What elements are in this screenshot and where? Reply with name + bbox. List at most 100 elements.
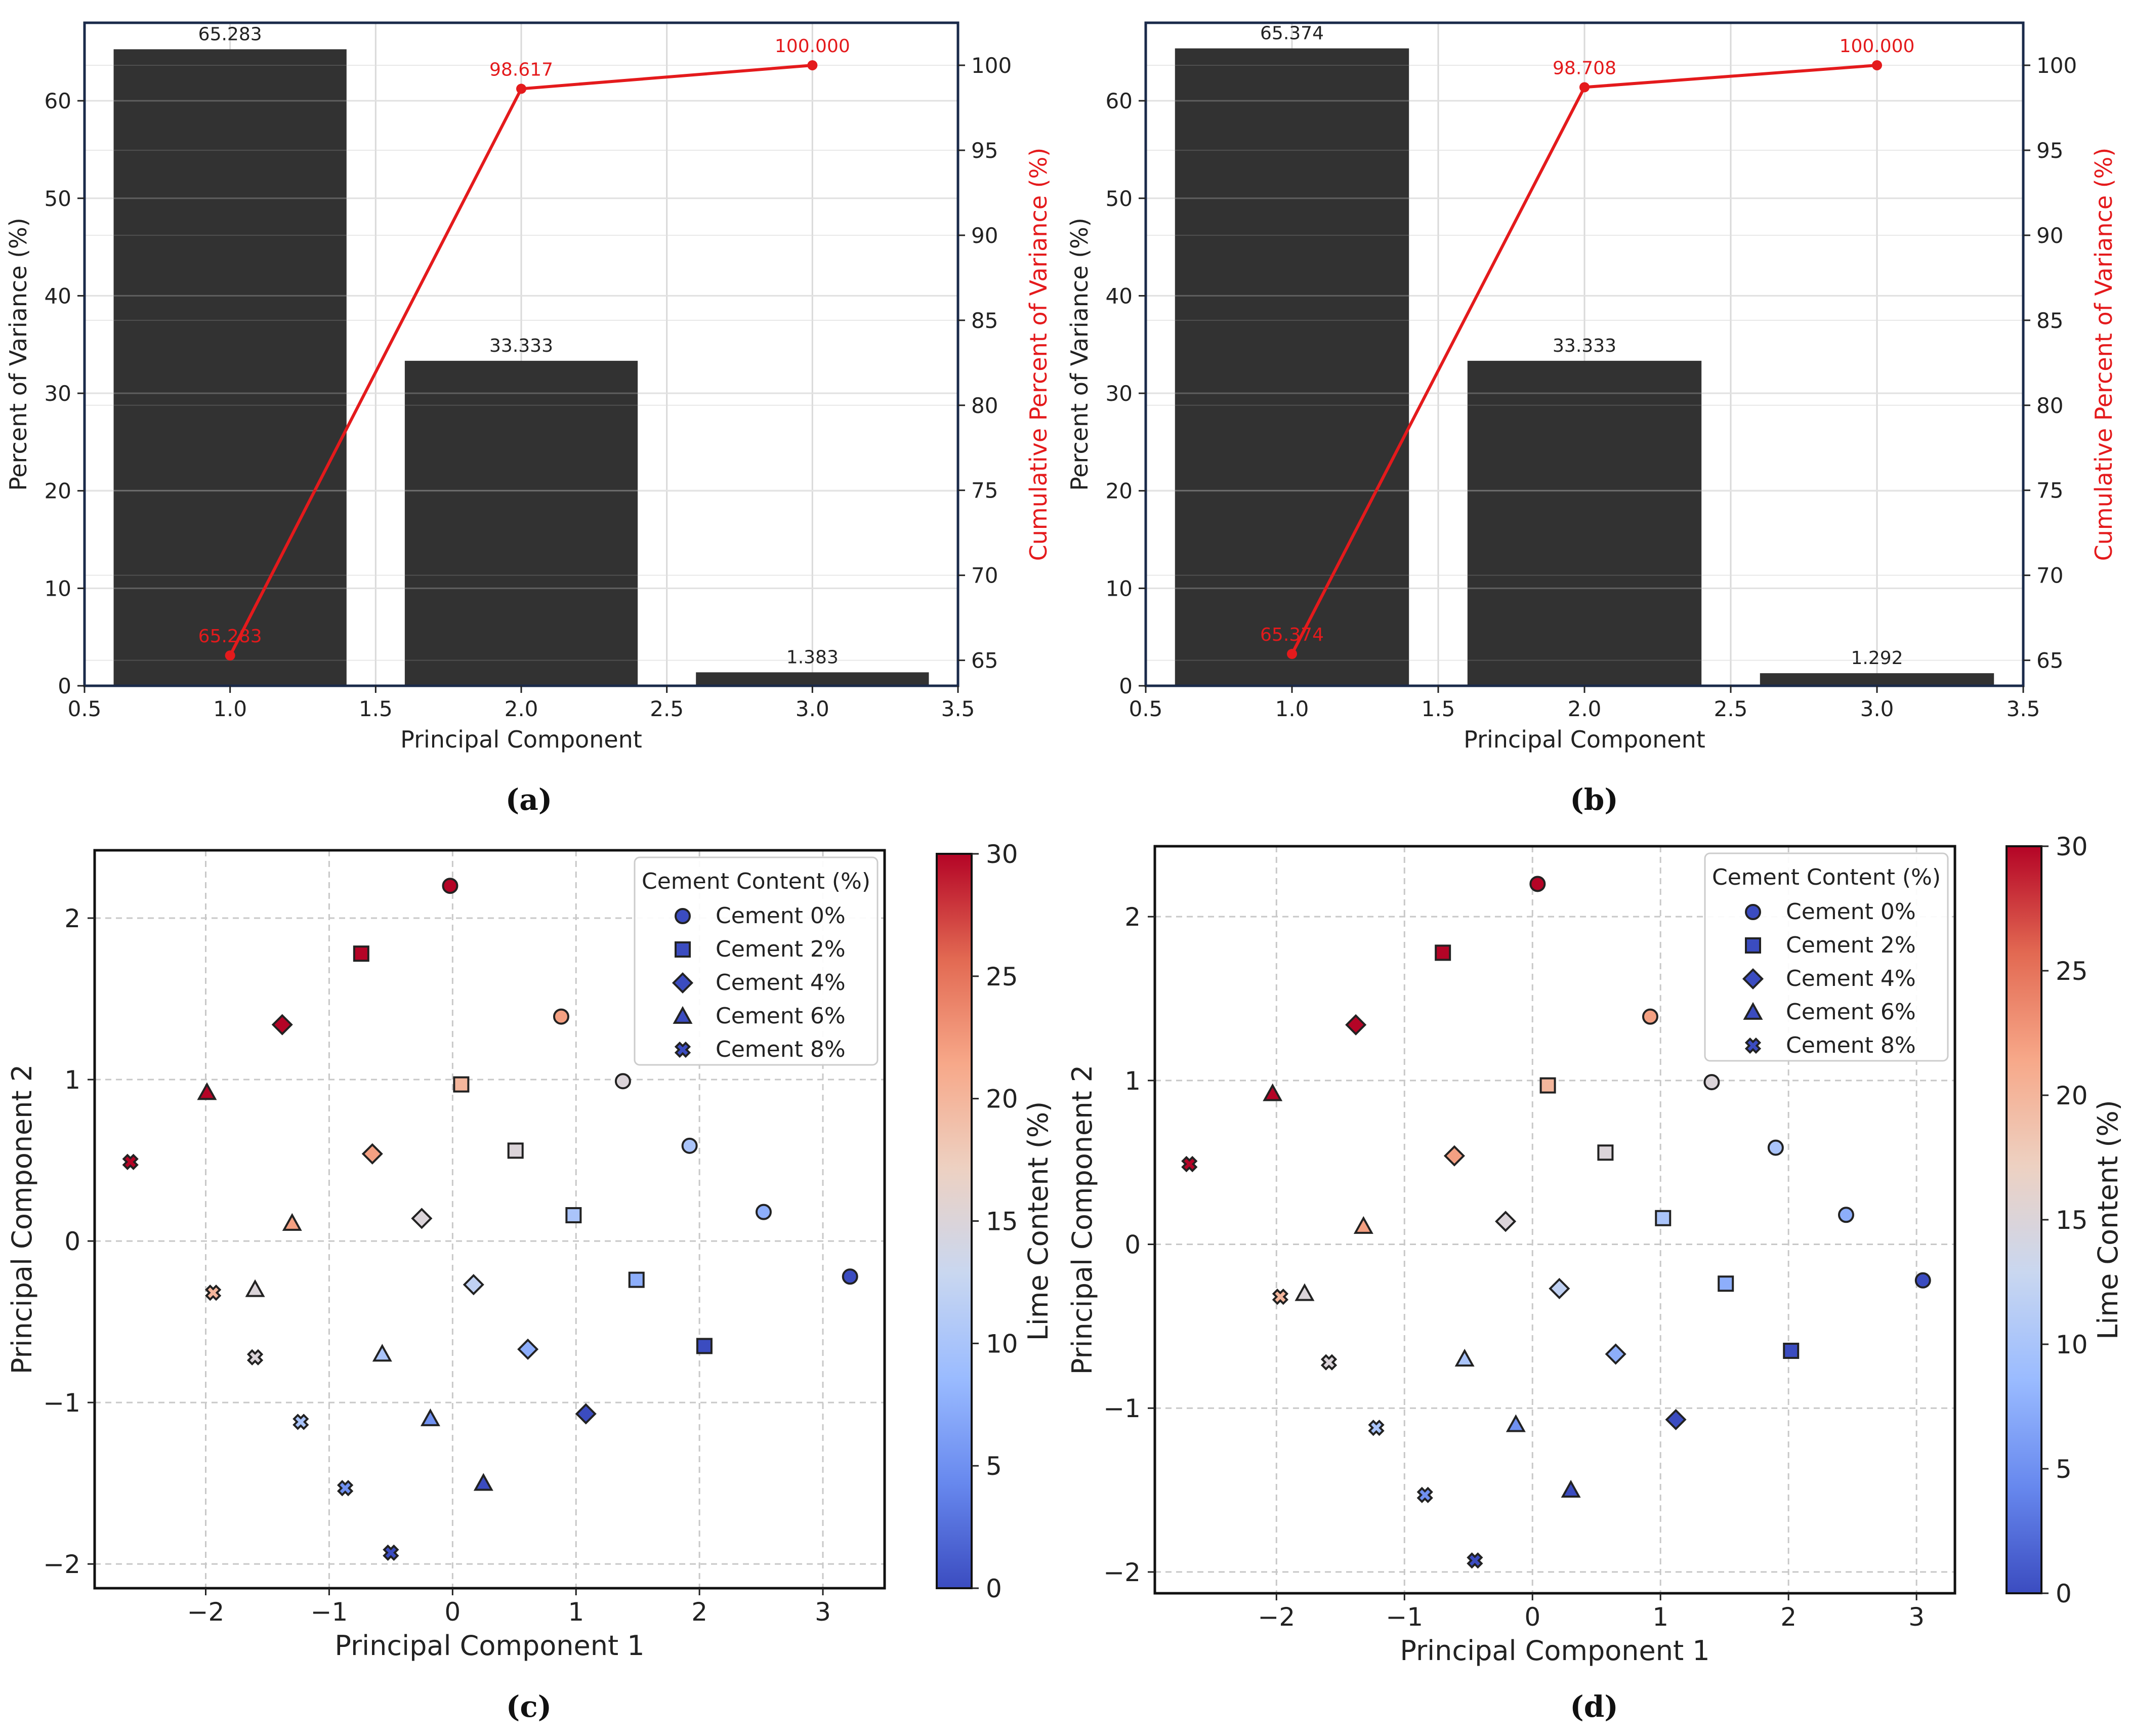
scatter-chart-c: −2 −1 0 1 2 3 −2 −1 0 1 2 Principal Component 1 Prin… bbox=[6, 840, 1054, 1724]
point-circle bbox=[1838, 1207, 1854, 1223]
y-tick-label: 2 bbox=[64, 904, 80, 933]
y-tick-label: 10 bbox=[45, 576, 71, 601]
point-circle bbox=[755, 1204, 772, 1220]
cumulative-point bbox=[1872, 60, 1882, 70]
y-tick-label: 60 bbox=[45, 89, 71, 113]
x-tick-label: 0.5 bbox=[1129, 696, 1163, 721]
legend-entry-label: Cement 8% bbox=[1786, 1032, 1916, 1058]
point-diamond bbox=[463, 1274, 484, 1296]
point-diamond bbox=[672, 972, 694, 994]
x-tick-label: −2 bbox=[187, 1597, 225, 1627]
y2-tick-label: 95 bbox=[971, 138, 998, 163]
x-axis-label: Principal Component 1 bbox=[335, 1630, 644, 1662]
point-triangle bbox=[245, 1279, 265, 1297]
point-square bbox=[453, 1076, 470, 1093]
y-tick-label: −2 bbox=[43, 1550, 80, 1579]
point-square bbox=[1718, 1275, 1734, 1292]
y-tick-label: 0 bbox=[1119, 674, 1133, 698]
legend-entry-label: Cement 4% bbox=[1786, 966, 1916, 991]
cumulative-point bbox=[225, 650, 235, 661]
x-tick-label: 2.5 bbox=[650, 696, 684, 721]
y-tick-label: 60 bbox=[1106, 89, 1133, 113]
legend-entry-label: Cement 0% bbox=[1786, 899, 1916, 925]
x-tick-label: 1 bbox=[568, 1597, 584, 1627]
y-tick-label: 20 bbox=[1106, 479, 1133, 504]
bar-chart-b: 65.374 33.333 1.292 65.374 98.708 100.000 0.5 1… bbox=[1066, 21, 2117, 817]
bar bbox=[404, 360, 638, 686]
legend-box bbox=[1704, 852, 1949, 1062]
cumulative-value-label: 65.374 bbox=[1260, 625, 1324, 645]
colorbar-gradient bbox=[2006, 845, 2042, 1594]
y-tick-label: 40 bbox=[1106, 283, 1133, 308]
point-x bbox=[1416, 1486, 1433, 1503]
y-tick-label: 2 bbox=[1124, 902, 1141, 932]
x-axis-label: Principal Component bbox=[1464, 726, 1705, 753]
point-triangle bbox=[372, 1344, 392, 1362]
cumulative-value-label: 98.617 bbox=[489, 59, 553, 80]
y2-tick-label: 65 bbox=[2036, 648, 2063, 673]
panel-label: (b) bbox=[1570, 782, 1618, 817]
point-triangle bbox=[1561, 1479, 1581, 1498]
x-tick-label: 2.0 bbox=[505, 696, 538, 721]
x-tick-label: 1.0 bbox=[1275, 696, 1309, 721]
colorbar-tick-label: 15 bbox=[986, 1207, 1018, 1236]
legend-entry-label: Cement 0% bbox=[716, 903, 846, 929]
x-tick-label: 1.5 bbox=[1422, 696, 1455, 721]
point-x bbox=[246, 1349, 264, 1366]
x-tick-label: 3 bbox=[1908, 1602, 1925, 1632]
point-square bbox=[353, 945, 369, 962]
point-diamond bbox=[1742, 968, 1764, 990]
bar-value-label: 1.383 bbox=[786, 647, 839, 668]
y2-tick-label: 80 bbox=[971, 393, 998, 418]
legend-entry-label: Cement 2% bbox=[1786, 932, 1916, 958]
cumulative-point bbox=[1579, 82, 1590, 93]
y-axis-label: Principal Component 2 bbox=[1066, 1065, 1098, 1375]
cumulative-value-label: 100.000 bbox=[775, 36, 850, 57]
plot-frame bbox=[1153, 845, 1956, 1595]
point-circle bbox=[1767, 1139, 1784, 1156]
point-x bbox=[1272, 1289, 1289, 1305]
point-diamond bbox=[575, 1403, 597, 1425]
point-square bbox=[1435, 944, 1451, 961]
y-tick-label: −2 bbox=[1103, 1558, 1141, 1587]
point-diamond bbox=[1443, 1145, 1465, 1167]
point-x bbox=[122, 1153, 139, 1170]
point-diamond bbox=[361, 1143, 383, 1165]
point-circle bbox=[614, 1073, 631, 1090]
bar-value-label: 1.292 bbox=[1851, 648, 1903, 669]
legend-title: Cement Content (%) bbox=[642, 869, 870, 894]
cumulative-point bbox=[807, 60, 818, 70]
x-tick-label: 3 bbox=[815, 1597, 831, 1627]
point-square bbox=[1783, 1342, 1800, 1359]
y-tick-label: 1 bbox=[1124, 1066, 1141, 1096]
cumulative-value-label: 65.283 bbox=[198, 626, 262, 647]
x-tick-label: 0 bbox=[1524, 1602, 1540, 1632]
point-x bbox=[1744, 1037, 1762, 1054]
panel-label: (a) bbox=[506, 782, 552, 817]
bar-value-label: 65.283 bbox=[198, 24, 262, 45]
colorbar-tick-label: 30 bbox=[2056, 832, 2088, 861]
point-triangle bbox=[1263, 1083, 1283, 1101]
colorbar-tick-label: 5 bbox=[2056, 1455, 2072, 1484]
bar bbox=[1760, 673, 1994, 686]
colorbar-label: Lime Content (%) bbox=[2092, 1100, 2124, 1339]
point-square bbox=[507, 1142, 524, 1159]
bar bbox=[696, 672, 929, 686]
x-tick-label: −2 bbox=[1258, 1602, 1295, 1632]
y-tick-label: 20 bbox=[45, 479, 71, 504]
legend-entry-label: Cement 4% bbox=[716, 970, 846, 996]
point-square bbox=[1597, 1144, 1614, 1161]
bar-value-label: 33.333 bbox=[1553, 336, 1616, 356]
legend-box bbox=[634, 856, 879, 1066]
x-tick-label: 1.0 bbox=[213, 696, 247, 721]
point-triangle bbox=[1353, 1216, 1373, 1234]
point-square bbox=[675, 941, 691, 958]
x-tick-label: 2 bbox=[691, 1597, 707, 1627]
y2-tick-label: 70 bbox=[2036, 563, 2063, 588]
point-diamond bbox=[1605, 1343, 1626, 1365]
point-x bbox=[1467, 1552, 1483, 1569]
y-tick-label: 30 bbox=[45, 381, 71, 406]
y-axis-label: Percent of Variance (%) bbox=[5, 218, 32, 491]
plot-frame bbox=[93, 849, 886, 1590]
colorbar-tick-label: 0 bbox=[986, 1574, 1002, 1603]
